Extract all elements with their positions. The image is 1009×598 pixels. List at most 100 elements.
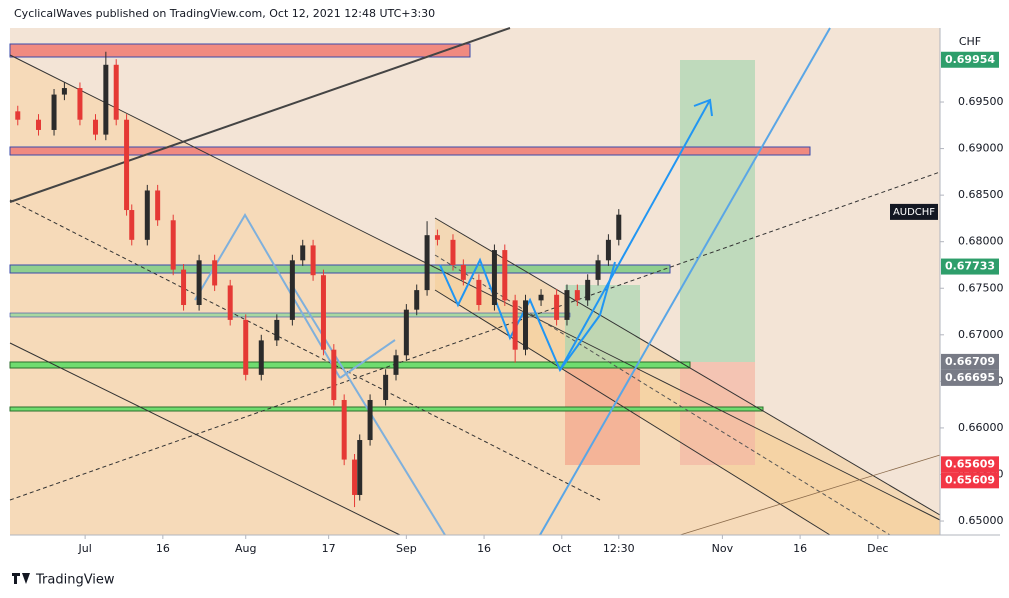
wave-line bbox=[194, 213, 341, 379]
price-label: 0.67733 bbox=[945, 260, 995, 273]
candle-body bbox=[491, 250, 497, 306]
candles bbox=[15, 51, 622, 508]
price-label-box bbox=[941, 258, 999, 275]
x-tick-label: 17 bbox=[322, 542, 336, 555]
candle-body bbox=[51, 94, 57, 130]
candle-body bbox=[300, 245, 306, 261]
candle-body bbox=[196, 260, 202, 306]
y-tick-label: 0.69000 bbox=[958, 142, 1004, 155]
candle-body bbox=[258, 340, 264, 375]
price-label: 0.65609 bbox=[945, 457, 995, 470]
candle-body bbox=[383, 374, 389, 400]
x-tick-label: Aug bbox=[235, 542, 256, 555]
candle-body bbox=[124, 119, 130, 211]
logo bbox=[12, 573, 30, 584]
candle-body bbox=[92, 119, 98, 135]
price-label-box bbox=[941, 51, 999, 68]
resistance-zone bbox=[9, 146, 811, 156]
candle-body bbox=[310, 245, 316, 276]
resistance-zone bbox=[9, 43, 471, 58]
candle-body bbox=[227, 285, 233, 320]
candle-body bbox=[523, 300, 529, 350]
candle-body bbox=[212, 260, 218, 286]
projection-line bbox=[539, 27, 831, 536]
candle-body bbox=[564, 290, 570, 320]
x-tick-label: Nov bbox=[712, 542, 734, 555]
candle-body bbox=[77, 88, 83, 120]
candle-body bbox=[595, 260, 601, 280]
candle-body bbox=[352, 459, 358, 495]
x-tick-label: 16 bbox=[477, 542, 491, 555]
candle-body bbox=[538, 294, 544, 301]
candle-body bbox=[331, 349, 337, 400]
support-zone bbox=[9, 264, 671, 274]
candle-body bbox=[424, 235, 430, 291]
price-label: 0.66695 bbox=[945, 371, 995, 384]
trend-line bbox=[9, 171, 941, 501]
symbol-label: AUDCHF bbox=[893, 207, 935, 218]
drawings bbox=[9, 27, 941, 536]
candle-body bbox=[341, 399, 347, 460]
currency: CHF bbox=[959, 35, 981, 48]
candle-body bbox=[450, 239, 456, 265]
price-axis bbox=[940, 28, 1000, 535]
candle-body bbox=[181, 269, 187, 306]
wave-line bbox=[289, 281, 446, 536]
x-tick-label: 16 bbox=[793, 542, 807, 555]
arrow-head bbox=[693, 98, 713, 117]
channel-line bbox=[434, 289, 831, 536]
candle-body bbox=[616, 214, 622, 240]
candle-body bbox=[393, 355, 399, 375]
wave-line bbox=[339, 339, 396, 379]
symbol-label-box bbox=[890, 203, 938, 220]
x-tick-label: Sep bbox=[396, 542, 417, 555]
price-label: 0.65609 bbox=[945, 473, 995, 486]
candle-body bbox=[460, 264, 466, 280]
candle-body bbox=[103, 64, 109, 135]
candle-body bbox=[170, 220, 176, 270]
footer: TradingView bbox=[35, 573, 115, 588]
price-label: 0.66709 bbox=[945, 355, 995, 368]
y-tick-label: 0.67500 bbox=[958, 281, 1004, 294]
price-label: 0.69954 bbox=[945, 53, 995, 66]
candle-body bbox=[554, 294, 560, 320]
candle-body bbox=[414, 290, 420, 310]
x-tick-label: 16 bbox=[156, 542, 170, 555]
candle-body bbox=[585, 279, 591, 301]
candle-body bbox=[367, 399, 373, 441]
x-tick-label: 12:30 bbox=[603, 542, 635, 555]
channel-line bbox=[434, 217, 941, 516]
price-label-box bbox=[941, 353, 999, 370]
candle-body bbox=[476, 279, 482, 306]
header: CyclicalWaves published on TradingView.c… bbox=[14, 7, 435, 20]
candle-body bbox=[113, 64, 119, 120]
candle-body bbox=[512, 300, 518, 350]
candle-body bbox=[35, 119, 41, 130]
trend-line bbox=[679, 454, 941, 536]
projection-arrow bbox=[559, 99, 711, 371]
x-tick-label: Jul bbox=[77, 542, 91, 555]
y-tick-label: 0.69500 bbox=[958, 95, 1004, 108]
candle-body bbox=[243, 319, 249, 375]
candle-body bbox=[357, 440, 363, 495]
candle-body bbox=[574, 290, 580, 301]
support-zone bbox=[9, 361, 691, 369]
candle-body bbox=[15, 111, 21, 120]
candle-body bbox=[129, 210, 135, 240]
x-tick-label: Oct bbox=[552, 542, 572, 555]
y-tick-label: 0.66000 bbox=[958, 421, 1004, 434]
axes: 0.650000.655000.660000.665000.670000.675… bbox=[77, 51, 1004, 555]
candle-body bbox=[320, 275, 326, 350]
target-zone bbox=[680, 60, 755, 362]
y-tick-label: 0.67000 bbox=[958, 328, 1004, 341]
candle-body bbox=[61, 88, 67, 95]
candle-body bbox=[155, 190, 161, 221]
channel-mid bbox=[434, 254, 891, 536]
price-label-box bbox=[941, 456, 999, 473]
candle-body bbox=[502, 250, 508, 301]
candle-body bbox=[274, 319, 280, 341]
y-tick-label: 0.65000 bbox=[958, 514, 1004, 527]
candle-body bbox=[289, 260, 295, 320]
wave-line bbox=[439, 257, 616, 373]
